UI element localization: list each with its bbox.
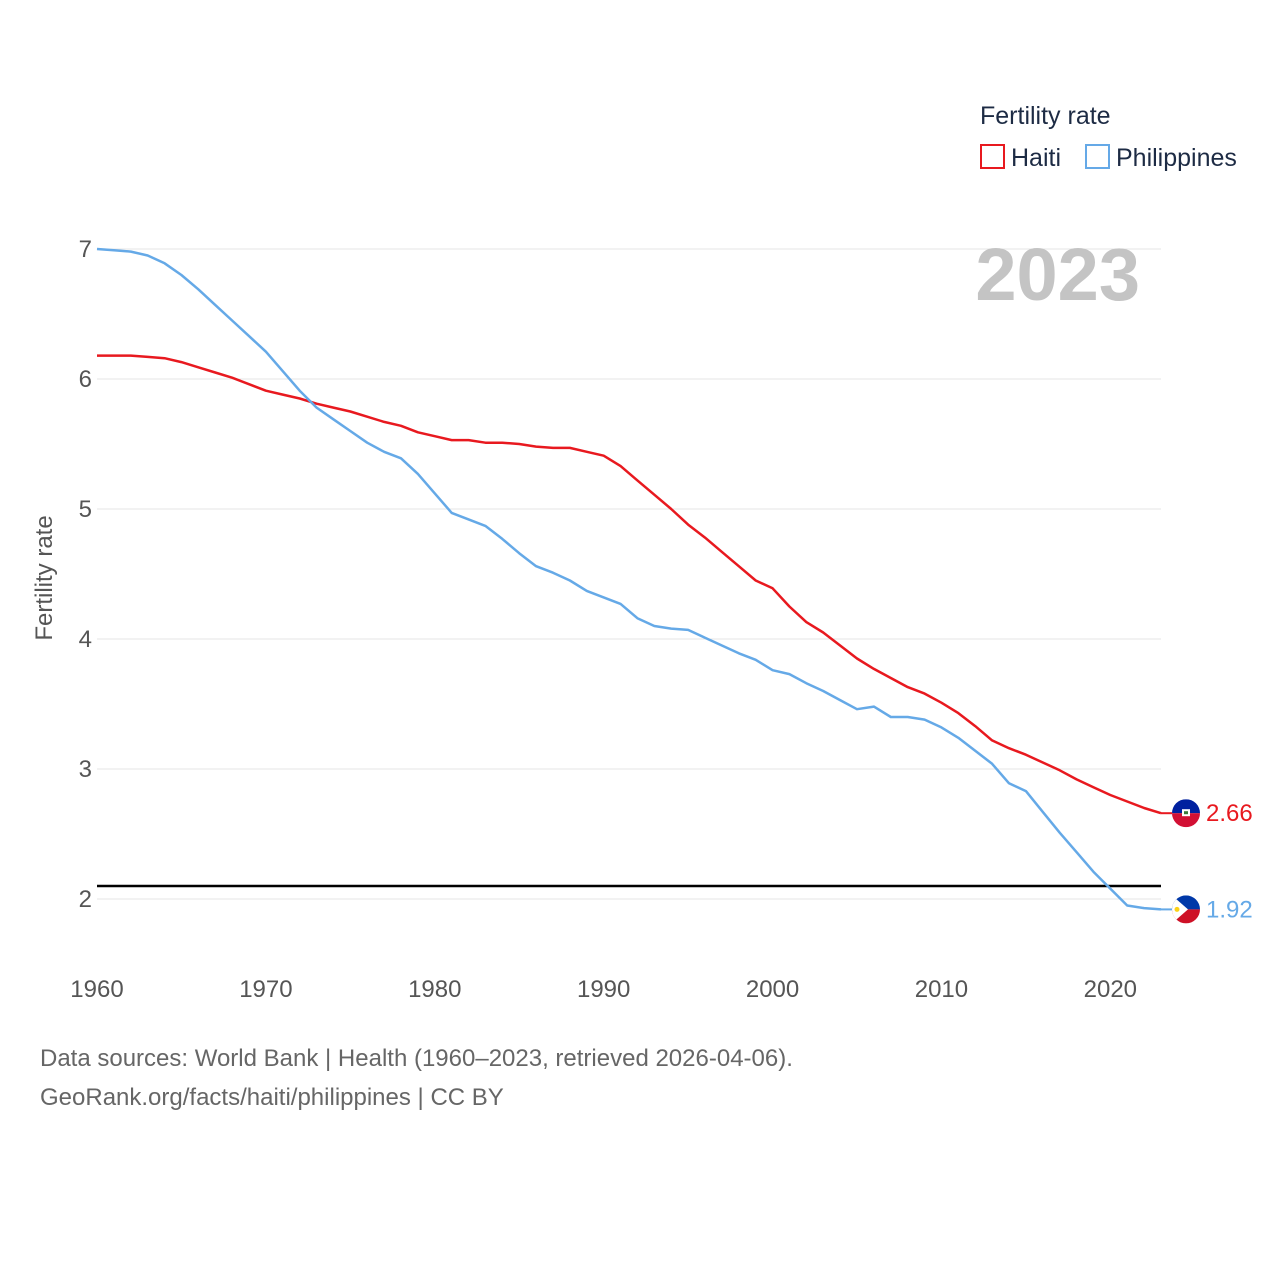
x-tick-label-1960: 1960 xyxy=(70,976,123,1003)
legend-title: Fertility rate xyxy=(980,102,1111,130)
y-tick-label-6: 6 xyxy=(79,366,92,393)
legend-swatch-haiti[interactable] xyxy=(980,144,1005,169)
x-tick-label-1990: 1990 xyxy=(577,976,630,1003)
x-axis-ticks: 1960 1970 1980 1990 2000 2010 2020 xyxy=(70,976,1137,1003)
y-tick-label-4: 4 xyxy=(79,626,92,653)
attribution-line: GeoRank.org/facts/haiti/philippines | CC… xyxy=(40,1084,504,1111)
y-tick-label-7: 7 xyxy=(79,236,92,263)
series-line-haiti[interactable] xyxy=(97,354,1162,815)
year-label: 2023 xyxy=(975,233,1140,316)
x-tick-label-1970: 1970 xyxy=(239,976,292,1003)
end-label-haiti: 2.66 xyxy=(1206,800,1253,827)
philippines-flag-icon xyxy=(1172,895,1200,924)
gridlines xyxy=(97,248,1161,900)
data-source-line: Data sources: World Bank | Health (1960–… xyxy=(40,1045,793,1072)
series-lines xyxy=(96,247,1162,911)
series-line-philippines[interactable] xyxy=(96,247,1162,911)
x-tick-label-2010: 2010 xyxy=(915,976,968,1003)
x-tick-label-2000: 2000 xyxy=(746,976,799,1003)
y-axis-ticks: 2 3 4 5 6 7 xyxy=(79,236,92,913)
y-tick-label-5: 5 xyxy=(79,496,92,523)
y-tick-label-3: 3 xyxy=(79,756,92,783)
legend-label-haiti[interactable]: Haiti xyxy=(1011,144,1061,172)
y-tick-label-2: 2 xyxy=(79,886,92,913)
x-tick-label-2020: 2020 xyxy=(1084,976,1137,1003)
legend: Fertility rate Haiti Philippines xyxy=(980,102,1237,172)
haiti-flag-icon xyxy=(1172,799,1200,828)
end-markers: 2.66 1.92 xyxy=(1161,799,1253,924)
legend-swatch-philippines[interactable] xyxy=(1085,144,1110,169)
end-label-philippines: 1.92 xyxy=(1206,896,1253,923)
y-axis-title: Fertility rate xyxy=(31,515,58,640)
legend-label-philippines[interactable]: Philippines xyxy=(1116,144,1237,172)
x-tick-label-1980: 1980 xyxy=(408,976,461,1003)
